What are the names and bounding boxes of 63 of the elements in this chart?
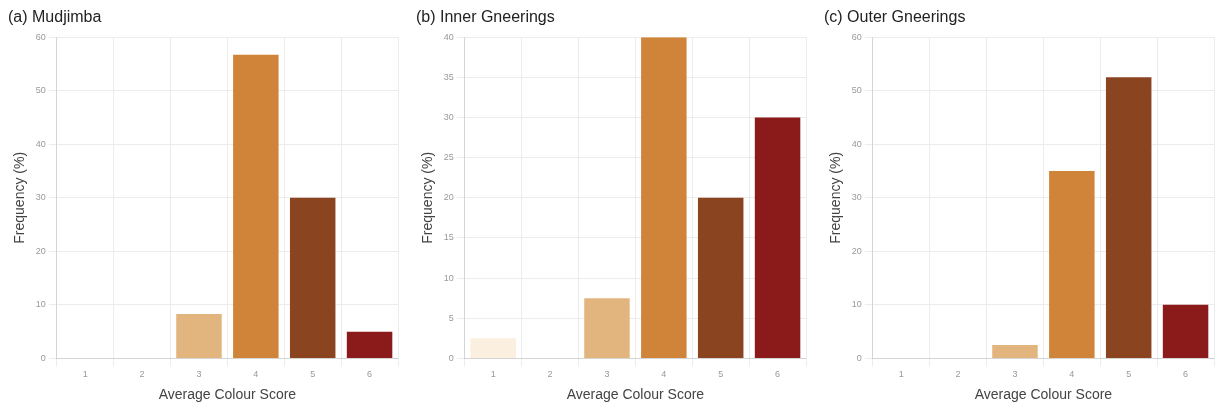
x-axis-title: Average Colour Score — [974, 386, 1113, 403]
y-tick-label: 40 — [443, 31, 454, 42]
bar — [1105, 77, 1152, 358]
bar — [1162, 304, 1209, 358]
x-tick-label: 5 — [310, 369, 316, 380]
y-tick-label: 30 — [443, 111, 454, 122]
chart-title: (a) Mudjimba — [8, 8, 102, 26]
y-axis-title: Frequency (%) — [11, 151, 28, 244]
y-tick-label: 50 — [851, 85, 862, 96]
bar — [289, 197, 336, 358]
x-tick-label: 2 — [547, 369, 553, 380]
y-axis-title: Frequency (%) — [419, 151, 436, 244]
y-tick-label: 0 — [856, 352, 862, 363]
y-tick-label: 20 — [35, 245, 46, 256]
x-tick-label: 6 — [367, 369, 373, 380]
y-tick-label: 30 — [851, 192, 862, 203]
y-tick-label: 35 — [443, 71, 454, 82]
y-tick-label: 40 — [35, 138, 46, 149]
y-axis-title: Frequency (%) — [827, 151, 844, 244]
x-tick-label: 4 — [253, 369, 259, 380]
y-tick-label: 15 — [443, 232, 454, 243]
x-axis-title: Average Colour Score — [566, 386, 705, 403]
bar — [1049, 171, 1095, 358]
bar — [584, 298, 630, 358]
x-tick-label: 5 — [718, 369, 724, 380]
x-tick-label: 6 — [775, 369, 781, 380]
y-tick-label: 25 — [443, 152, 454, 163]
y-tick-label: 10 — [851, 299, 862, 310]
x-tick-label: 1 — [82, 369, 88, 380]
x-tick-label: 3 — [1012, 369, 1018, 380]
y-tick-label: 50 — [35, 85, 46, 96]
bar — [470, 338, 516, 358]
x-tick-label: 4 — [1069, 369, 1075, 380]
bar — [233, 54, 279, 358]
x-tick-label: 3 — [196, 369, 202, 380]
bar — [754, 117, 801, 358]
x-tick-label: 4 — [661, 369, 667, 380]
y-tick-label: 60 — [851, 31, 862, 42]
bar — [346, 331, 393, 358]
y-tick-label: 40 — [851, 138, 862, 149]
y-tick-label: 10 — [35, 299, 46, 310]
y-tick-label: 30 — [35, 192, 46, 203]
chart-title: (b) Inner Gneerings — [416, 8, 555, 26]
chart-title: (c) Outer Gneerings — [824, 8, 966, 26]
x-tick-label: 1 — [898, 369, 904, 380]
x-tick-label: 1 — [490, 369, 496, 380]
x-axis-title: Average Colour Score — [158, 386, 297, 403]
y-tick-label: 60 — [35, 31, 46, 42]
x-tick-label: 6 — [1183, 369, 1189, 380]
y-tick-label: 10 — [443, 272, 454, 283]
bar — [992, 345, 1038, 358]
y-tick-label: 5 — [448, 312, 454, 323]
bar — [697, 197, 744, 358]
x-tick-label: 2 — [139, 369, 145, 380]
bar — [176, 313, 222, 358]
y-tick-label: 0 — [40, 352, 46, 363]
y-tick-label: 0 — [448, 352, 454, 363]
bar — [641, 37, 687, 358]
x-tick-label: 3 — [604, 369, 610, 380]
x-tick-label: 5 — [1126, 369, 1132, 380]
y-tick-label: 20 — [443, 192, 454, 203]
y-tick-label: 20 — [851, 245, 862, 256]
x-tick-label: 2 — [955, 369, 961, 380]
